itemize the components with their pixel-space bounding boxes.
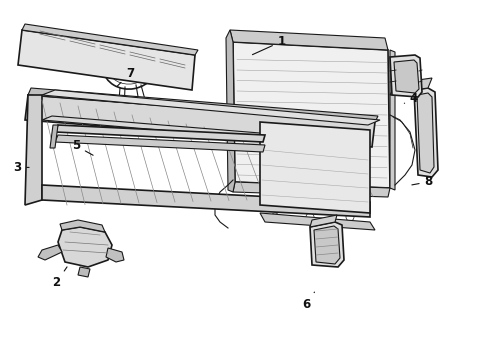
Polygon shape [233, 182, 390, 197]
Text: 3: 3 [13, 161, 29, 174]
Polygon shape [417, 93, 434, 173]
Polygon shape [18, 30, 195, 90]
Polygon shape [22, 24, 198, 55]
Polygon shape [390, 55, 422, 97]
Polygon shape [58, 227, 112, 267]
Polygon shape [233, 42, 390, 188]
Polygon shape [310, 222, 344, 267]
Text: 7: 7 [117, 67, 134, 86]
Polygon shape [42, 116, 370, 147]
Polygon shape [314, 226, 340, 264]
Polygon shape [230, 30, 388, 50]
Polygon shape [390, 85, 415, 95]
Polygon shape [25, 95, 375, 147]
Polygon shape [414, 88, 438, 177]
Polygon shape [390, 50, 395, 190]
Polygon shape [42, 90, 380, 125]
Polygon shape [42, 185, 370, 217]
Polygon shape [115, 105, 153, 119]
Text: 4: 4 [404, 93, 418, 105]
Polygon shape [394, 60, 419, 93]
Text: 1: 1 [252, 35, 286, 55]
Polygon shape [60, 220, 105, 232]
Polygon shape [78, 267, 90, 277]
Polygon shape [50, 125, 58, 148]
Text: 2: 2 [52, 267, 67, 289]
Text: 6: 6 [302, 292, 315, 311]
Polygon shape [310, 215, 337, 227]
Text: 5: 5 [72, 139, 93, 155]
Polygon shape [25, 95, 42, 205]
Polygon shape [106, 248, 124, 262]
Polygon shape [38, 245, 62, 260]
Polygon shape [55, 135, 265, 152]
Text: 8: 8 [412, 175, 433, 188]
Polygon shape [260, 213, 375, 230]
Polygon shape [28, 88, 378, 122]
Polygon shape [414, 78, 432, 90]
Polygon shape [260, 122, 370, 213]
Polygon shape [55, 125, 265, 142]
Polygon shape [226, 30, 235, 192]
